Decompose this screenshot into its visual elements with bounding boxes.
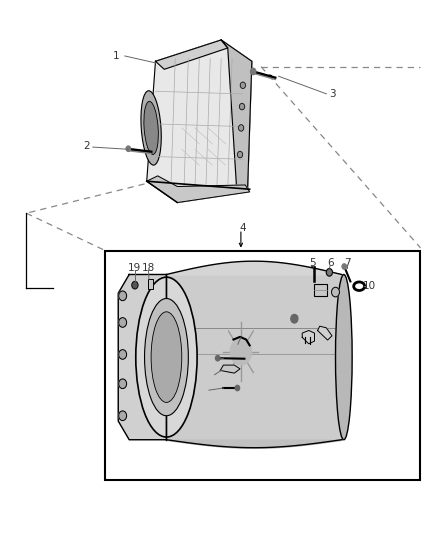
Text: 19: 19 <box>128 263 141 273</box>
Text: 10: 10 <box>363 281 376 291</box>
Circle shape <box>238 125 244 131</box>
Circle shape <box>326 269 332 276</box>
Text: 16: 16 <box>299 337 312 347</box>
Text: 1: 1 <box>113 51 120 61</box>
Polygon shape <box>221 40 252 192</box>
Bar <box>314 284 327 296</box>
Circle shape <box>235 385 240 391</box>
Text: 8: 8 <box>314 281 321 290</box>
Ellipse shape <box>141 91 161 165</box>
Text: 12: 12 <box>231 337 244 347</box>
Text: 3: 3 <box>328 89 336 99</box>
Bar <box>105 251 420 480</box>
Polygon shape <box>118 274 166 440</box>
Ellipse shape <box>336 274 352 440</box>
Circle shape <box>119 291 127 301</box>
Circle shape <box>126 146 131 151</box>
Text: 5: 5 <box>309 259 316 268</box>
Text: 6: 6 <box>327 259 334 268</box>
Text: 2: 2 <box>83 141 90 151</box>
Polygon shape <box>155 40 228 69</box>
Circle shape <box>119 350 127 359</box>
Ellipse shape <box>144 101 159 155</box>
Polygon shape <box>147 176 250 203</box>
Circle shape <box>342 264 346 269</box>
Circle shape <box>119 411 127 421</box>
Polygon shape <box>220 365 240 373</box>
Circle shape <box>251 68 256 75</box>
Text: 7: 7 <box>344 259 351 268</box>
Text: 11: 11 <box>295 311 308 320</box>
FancyBboxPatch shape <box>148 279 153 289</box>
Circle shape <box>237 151 243 158</box>
Ellipse shape <box>136 277 197 437</box>
Text: 17: 17 <box>318 337 331 347</box>
Circle shape <box>240 82 245 88</box>
Ellipse shape <box>145 298 188 416</box>
Circle shape <box>291 314 298 323</box>
Polygon shape <box>318 326 332 340</box>
Polygon shape <box>147 40 252 203</box>
Text: 14: 14 <box>202 370 215 379</box>
Text: 9: 9 <box>331 281 338 290</box>
Circle shape <box>332 287 339 297</box>
Text: 15: 15 <box>196 385 209 395</box>
Circle shape <box>230 338 252 365</box>
Circle shape <box>119 379 127 389</box>
Text: 4: 4 <box>240 223 247 233</box>
Ellipse shape <box>151 312 182 402</box>
Text: 18: 18 <box>142 263 155 273</box>
Circle shape <box>215 356 220 361</box>
Circle shape <box>239 103 244 110</box>
Polygon shape <box>302 330 314 344</box>
Circle shape <box>132 281 138 289</box>
Text: 13: 13 <box>208 354 221 364</box>
Circle shape <box>119 318 127 327</box>
